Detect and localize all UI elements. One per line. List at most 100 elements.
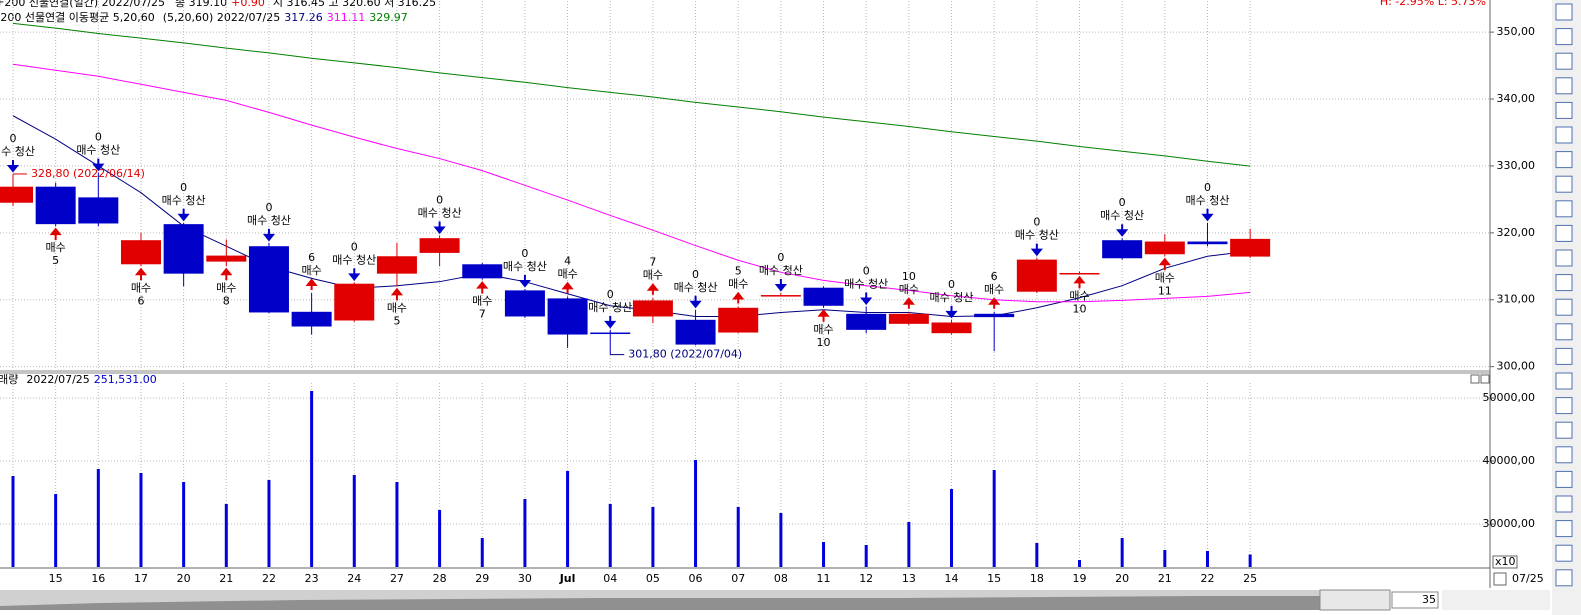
signal-label: 매수 청산: [162, 194, 206, 207]
signal-label: 매수: [813, 323, 833, 336]
tool-icon[interactable]: [1555, 372, 1573, 390]
range-info: H: -2.95% L: 5.73%: [1380, 0, 1486, 8]
signal-label: 매수: [472, 295, 492, 308]
tool-icon[interactable]: [1555, 151, 1573, 169]
volume-bar: [523, 499, 527, 567]
tool-icon[interactable]: [1555, 126, 1573, 144]
x-tick-label: 28: [433, 572, 447, 585]
ma-params: (5,20,60) 2022/07/25: [163, 11, 280, 24]
tool-icon[interactable]: [1555, 77, 1573, 95]
volume-value: 251,531.00: [94, 373, 157, 386]
volume-bar: [480, 538, 484, 567]
candle-body: [78, 197, 119, 224]
tool-icon[interactable]: [1555, 52, 1573, 70]
tool-icon[interactable]: [1555, 175, 1573, 193]
signal-qty: 0: [436, 194, 443, 207]
volume-bar: [1078, 560, 1081, 567]
volume-name: 거래량: [0, 373, 18, 386]
tool-icon[interactable]: [1555, 101, 1573, 119]
signal-qty: 0: [777, 251, 784, 264]
tool-icon[interactable]: [1555, 347, 1573, 365]
annotation-text: 328,80 (2022/06/14): [31, 167, 145, 180]
x-tick-label: 21: [1158, 572, 1172, 585]
tool-icon[interactable]: [1555, 495, 1573, 513]
signal-qty: 5: [735, 264, 742, 277]
volume-bar: [139, 473, 143, 567]
moving-average: [12, 22, 1251, 167]
candle-body: [632, 300, 673, 317]
signal-label: 매수 청산: [1185, 194, 1229, 207]
signal-label: 매수: [1069, 289, 1089, 302]
tool-icon[interactable]: [1555, 3, 1573, 21]
tool-icon[interactable]: [1555, 224, 1573, 242]
signal-label: 매수: [1155, 271, 1175, 284]
signal-qty: 0: [95, 131, 102, 144]
search-button[interactable]: [1493, 572, 1507, 586]
volume-bar: [96, 469, 100, 567]
x-tick-label: 20: [1115, 572, 1129, 585]
buy-arrow: [902, 297, 915, 309]
candle-body: [760, 295, 801, 297]
candle-body: [0, 186, 33, 203]
x-tick-label: 30: [518, 572, 532, 585]
x-tick-label: 22: [262, 572, 276, 585]
candle-body: [291, 311, 332, 327]
tool-icon[interactable]: [1555, 274, 1573, 292]
scroll-buttons[interactable]: [1319, 589, 1391, 611]
candle-body: [1144, 241, 1185, 255]
buy-arrow: [988, 297, 1001, 309]
tool-icon[interactable]: [1555, 28, 1573, 46]
x-tick-label: 25: [1243, 572, 1257, 585]
tool-icon[interactable]: [1555, 200, 1573, 218]
x-tick-label: 15: [987, 572, 1001, 585]
signal-qty: 0: [265, 201, 272, 214]
signal-qty: 8: [223, 294, 230, 307]
minimize-button[interactable]: [1470, 374, 1480, 384]
zoom-box[interactable]: [1391, 591, 1439, 609]
header-change: +0.90: [231, 0, 265, 9]
tool-icon[interactable]: [1555, 520, 1573, 538]
x-tick-label: 24: [347, 572, 361, 585]
zoom-controls[interactable]: [1442, 590, 1550, 610]
moving-average: [12, 115, 1251, 317]
tool-icon[interactable]: [1555, 323, 1573, 341]
y-tick-label: 320,00: [1497, 226, 1536, 239]
exit-arrow: [1030, 243, 1043, 257]
tool-icon[interactable]: [1555, 569, 1573, 587]
y-tick-label: 50000,00: [1483, 391, 1536, 404]
signal-qty: 0: [521, 247, 528, 260]
tool-icon[interactable]: [1555, 446, 1573, 464]
x-tick-label: 14: [945, 572, 959, 585]
maximize-button[interactable]: [1480, 374, 1490, 384]
candle-body: [547, 298, 588, 335]
tool-icon[interactable]: [1555, 421, 1573, 439]
signal-label: 매수: [131, 281, 151, 294]
signal-qty: 11: [1158, 284, 1172, 297]
volume-bar: [1163, 550, 1167, 567]
signal-label: 매수: [899, 283, 919, 296]
volume-bar: [395, 481, 399, 567]
y-tick-label: 40000,00: [1483, 454, 1536, 467]
signal-label: 매수 청산: [0, 145, 35, 158]
signal-label: 매수 청산: [1015, 229, 1059, 242]
candle-body: [1230, 238, 1271, 257]
x-tick-label: 22: [1200, 572, 1214, 585]
volume-bar: [608, 503, 612, 567]
tool-icon[interactable]: [1555, 249, 1573, 267]
tool-icon[interactable]: [1555, 470, 1573, 488]
signal-qty: 6: [308, 251, 315, 264]
volume-bar: [352, 474, 356, 567]
toolbar: [1552, 0, 1581, 615]
x-tick-label: 29: [475, 572, 489, 585]
x-tick-label: 15: [49, 572, 63, 585]
x-tick-label: 21: [219, 572, 233, 585]
volume-bar: [950, 488, 954, 567]
volume-bar: [822, 542, 826, 567]
tool-icon[interactable]: [1555, 298, 1573, 316]
tool-icon[interactable]: [1555, 544, 1573, 562]
x-tick-label: 08: [774, 572, 788, 585]
signal-qty: 0: [180, 181, 187, 194]
volume-bar: [864, 544, 868, 567]
tool-icon[interactable]: [1555, 397, 1573, 415]
x-tick-label: 11: [817, 572, 831, 585]
